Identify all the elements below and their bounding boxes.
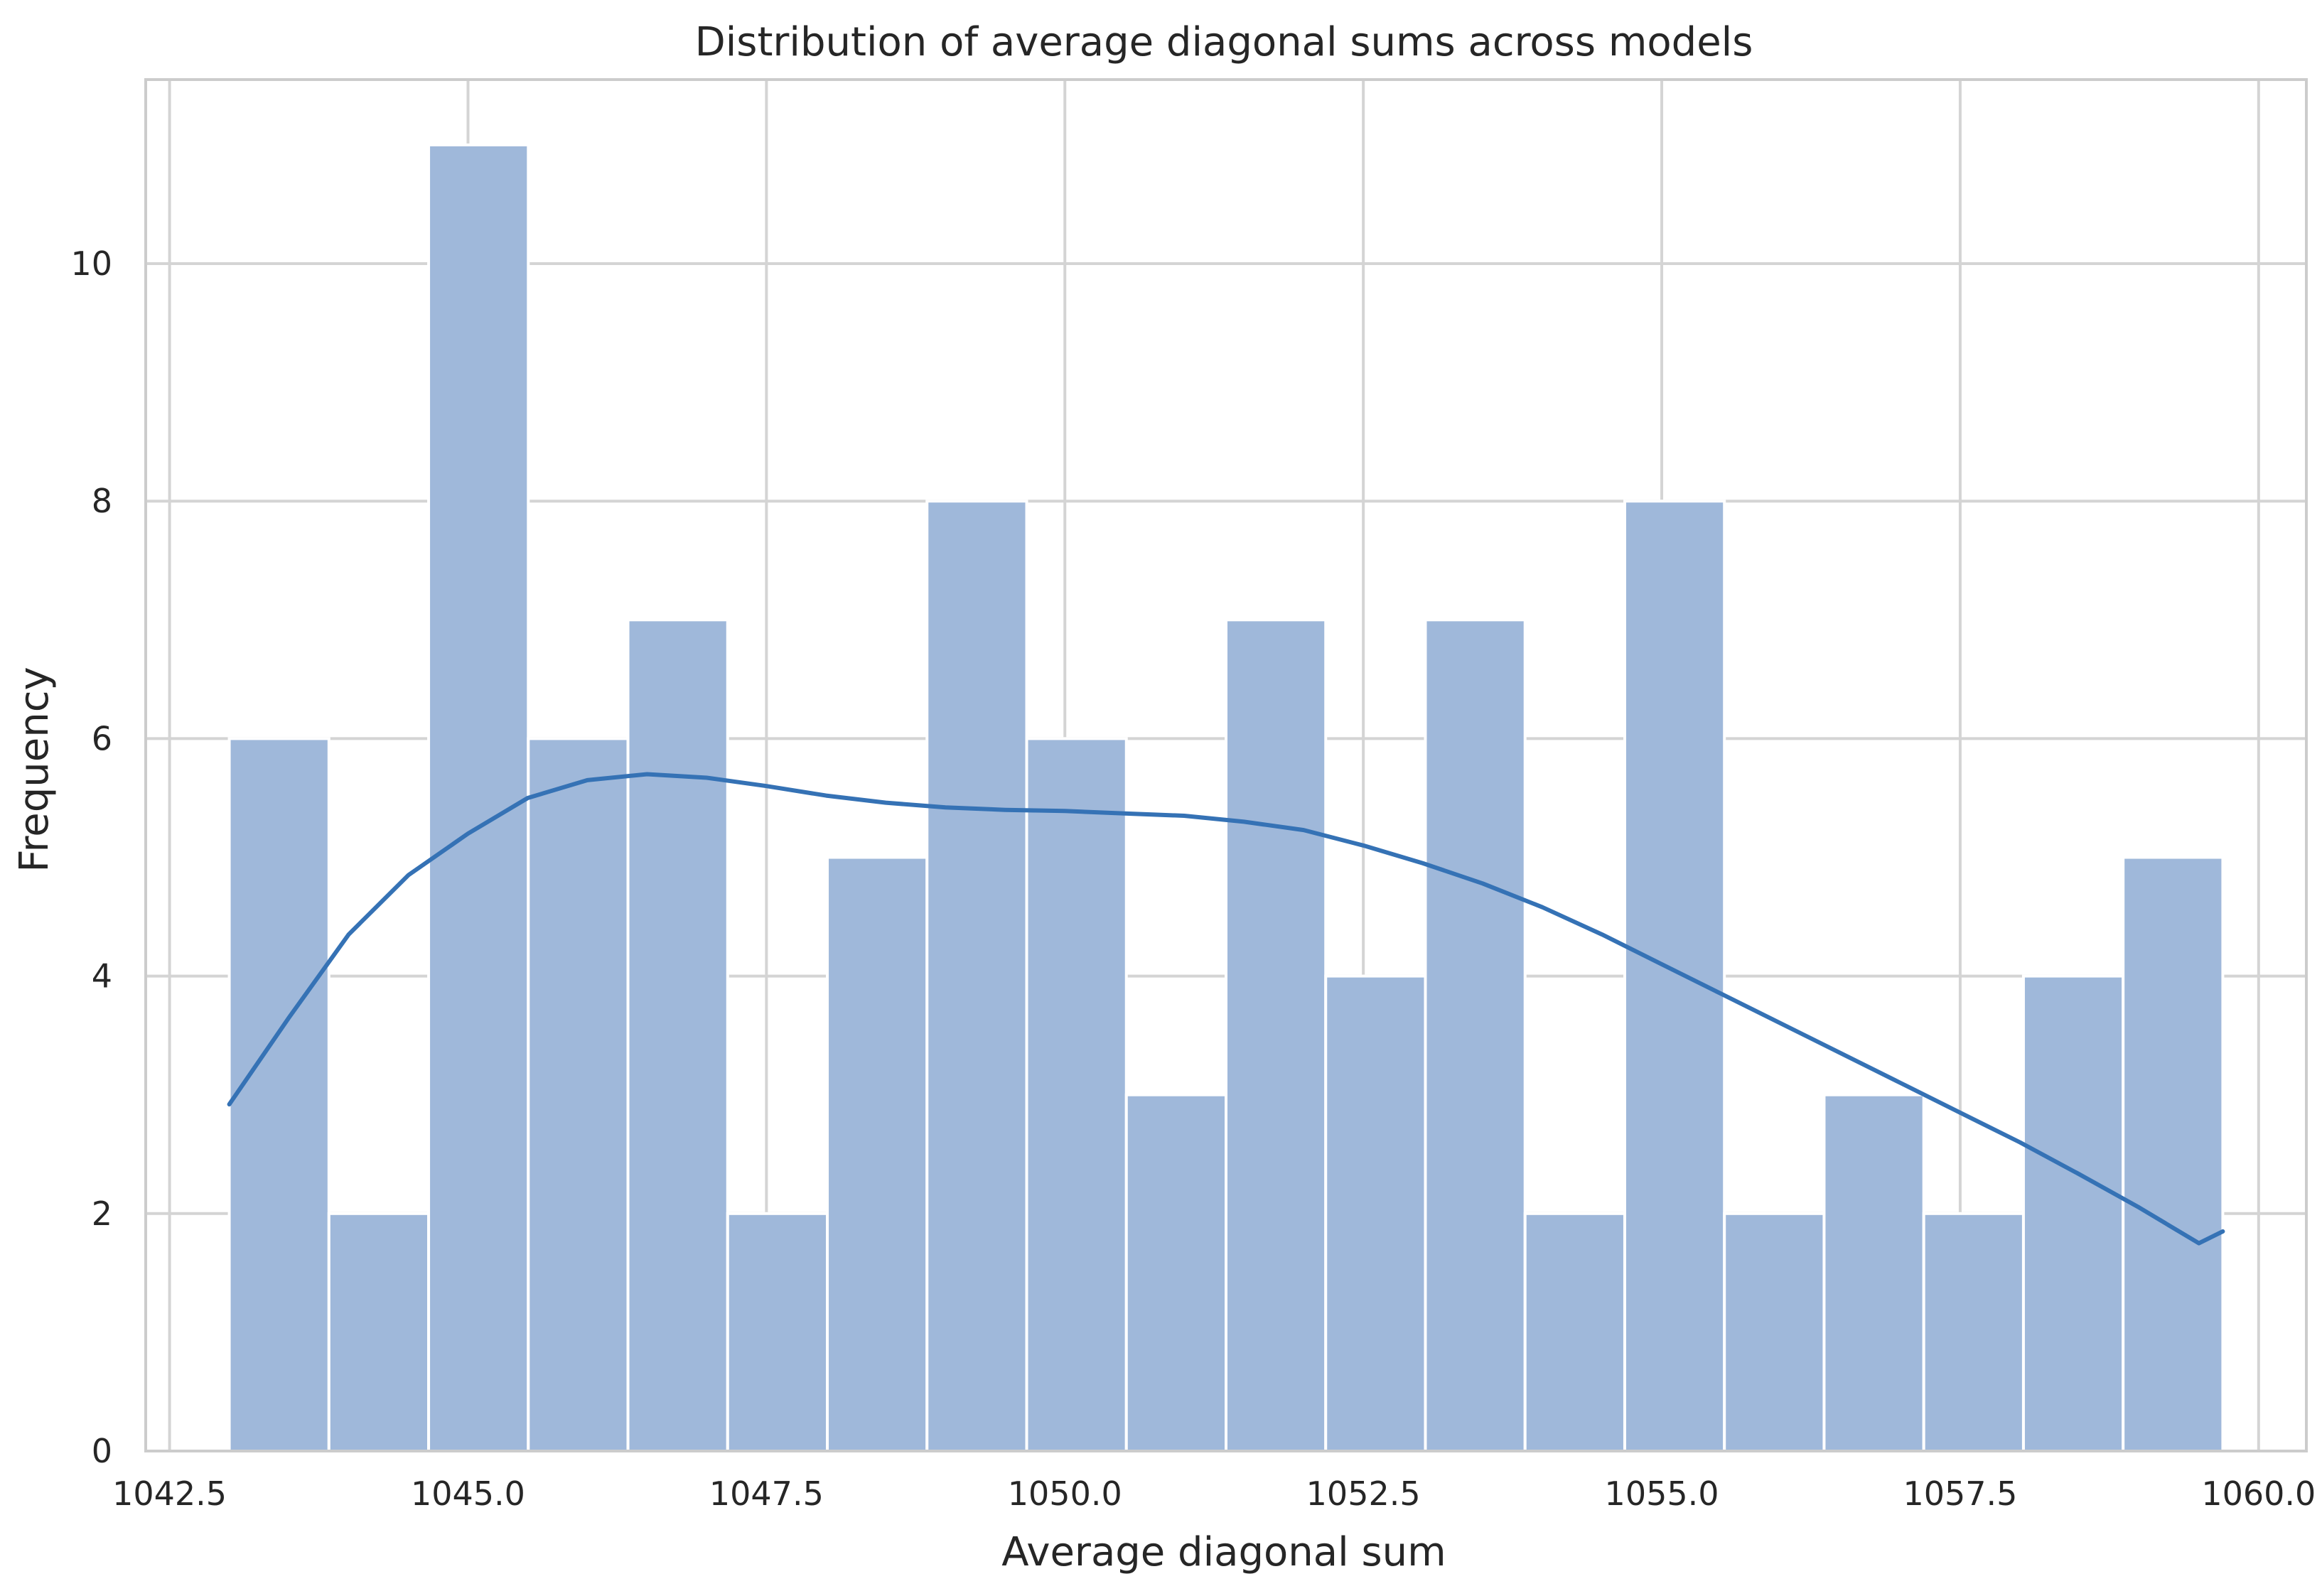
histogram-bar-16 [1822, 1093, 1925, 1452]
y-tick-label-0: 0 [92, 1432, 112, 1470]
histogram-bar-1 [327, 1212, 431, 1453]
y-tick-label-4: 8 [92, 482, 112, 520]
x-tick-label-0: 1042.5 [112, 1474, 227, 1513]
y-tick-label-3: 6 [92, 719, 112, 757]
histogram-bar-7 [925, 500, 1028, 1452]
x-tick-label-6: 1057.5 [1903, 1474, 2017, 1513]
y-axis-ticks: 0 2 4 6 8 10 [70, 244, 112, 1470]
y-tick-label-5: 10 [70, 244, 112, 283]
chart-title: Distribution of average diagonal sums ac… [695, 19, 1753, 65]
y-tick-label-2: 4 [92, 957, 112, 996]
histogram-bar-17 [1922, 1212, 2025, 1453]
histogram-bar-0 [227, 737, 330, 1452]
x-tick-label-1: 1045.0 [411, 1474, 525, 1513]
y-tick-label-1: 2 [92, 1195, 112, 1233]
histogram-bar-2 [427, 143, 530, 1452]
histogram-bar-5 [726, 1212, 829, 1453]
x-tick-label-3: 1050.0 [1008, 1474, 1122, 1513]
x-axis-ticks: 1042.5 1045.0 1047.5 1050.0 1052.5 1055.0 1057… [112, 1474, 2316, 1513]
histogram-bar-11 [1324, 974, 1427, 1452]
x-tick-label-5: 1055.0 [1605, 1474, 1719, 1513]
histogram-bar-14 [1623, 500, 1726, 1452]
histogram-bar-19 [2122, 856, 2225, 1453]
x-tick-label-2: 1047.5 [709, 1474, 824, 1513]
histogram-bar-6 [826, 856, 929, 1453]
histogram-bar-15 [1723, 1212, 1826, 1453]
histogram-bar-4 [626, 618, 729, 1453]
histogram-bar-18 [2021, 974, 2125, 1452]
histogram-bar-8 [1025, 737, 1128, 1452]
y-axis-label: Frequency [11, 667, 58, 872]
kde-curve [227, 772, 2225, 1246]
x-tick-label-7: 1060.0 [2201, 1474, 2316, 1513]
histogram-bar-9 [1124, 1093, 1228, 1452]
plot-frame [144, 78, 2308, 1452]
histogram-bar-3 [527, 737, 630, 1452]
histogram-bar-13 [1523, 1212, 1626, 1453]
x-axis-label: Average diagonal sum [1001, 1529, 1446, 1575]
histogram-bar-10 [1225, 618, 1328, 1453]
x-tick-label-4: 1052.5 [1306, 1474, 1421, 1513]
kde-layer [227, 772, 2225, 1246]
histogram-bar-12 [1424, 618, 1527, 1453]
bars-layer [227, 143, 2225, 1453]
